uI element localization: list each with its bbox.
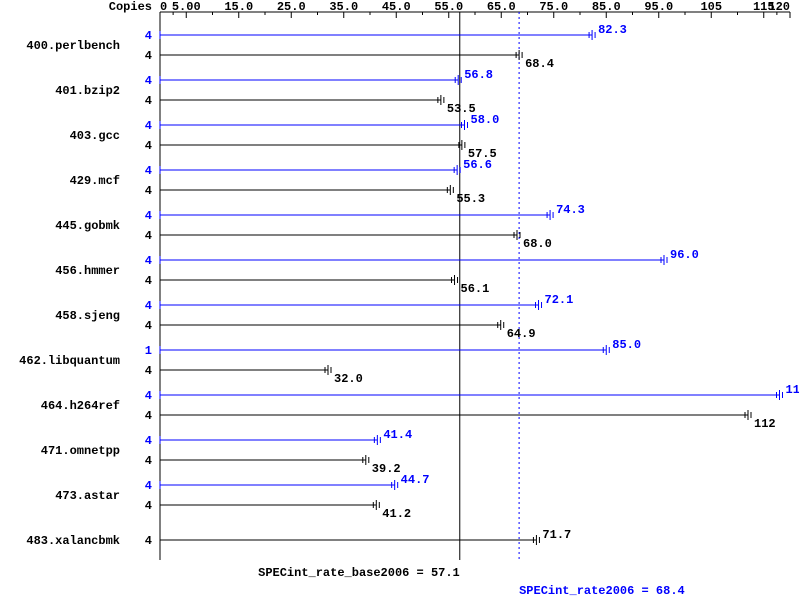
svg-text:82.3: 82.3: [598, 23, 627, 37]
svg-text:45.0: 45.0: [382, 0, 411, 14]
svg-text:65.0: 65.0: [487, 0, 516, 14]
svg-text:0: 0: [160, 0, 167, 14]
svg-text:1: 1: [145, 344, 152, 358]
svg-text:4: 4: [145, 254, 152, 268]
svg-text:75.0: 75.0: [539, 0, 568, 14]
svg-text:4: 4: [145, 139, 152, 153]
svg-text:403.gcc: 403.gcc: [70, 129, 120, 143]
svg-text:SPECint_rate2006 = 68.4: SPECint_rate2006 = 68.4: [519, 584, 685, 598]
svg-text:4: 4: [145, 479, 152, 493]
svg-text:120: 120: [768, 0, 790, 14]
svg-text:4: 4: [145, 74, 152, 88]
svg-text:4: 4: [145, 94, 152, 108]
svg-text:4: 4: [145, 209, 152, 223]
svg-text:41.2: 41.2: [382, 507, 411, 521]
svg-text:401.bzip2: 401.bzip2: [55, 84, 120, 98]
svg-text:15.0: 15.0: [224, 0, 253, 14]
svg-text:4: 4: [145, 389, 152, 403]
svg-text:4: 4: [145, 534, 152, 548]
svg-text:462.libquantum: 462.libquantum: [19, 354, 120, 368]
svg-text:72.1: 72.1: [545, 293, 574, 307]
svg-text:56.1: 56.1: [461, 282, 490, 296]
svg-text:74.3: 74.3: [556, 203, 585, 217]
svg-text:5.00: 5.00: [172, 0, 201, 14]
svg-text:4: 4: [145, 164, 152, 178]
svg-text:SPECint_rate_base2006 = 57.1: SPECint_rate_base2006 = 57.1: [258, 566, 460, 580]
svg-text:4: 4: [145, 299, 152, 313]
svg-text:39.2: 39.2: [372, 462, 401, 476]
svg-text:58.0: 58.0: [471, 113, 500, 127]
svg-text:64.9: 64.9: [507, 327, 536, 341]
svg-text:4: 4: [145, 274, 152, 288]
svg-text:85.0: 85.0: [612, 338, 641, 352]
svg-text:68.0: 68.0: [523, 237, 552, 251]
svg-text:4: 4: [145, 229, 152, 243]
svg-text:85.0: 85.0: [592, 0, 621, 14]
svg-text:4: 4: [145, 184, 152, 198]
svg-text:118: 118: [786, 383, 799, 397]
svg-text:71.7: 71.7: [542, 528, 571, 542]
svg-text:4: 4: [145, 49, 152, 63]
svg-text:471.omnetpp: 471.omnetpp: [41, 444, 120, 458]
svg-text:35.0: 35.0: [329, 0, 358, 14]
svg-text:95.0: 95.0: [644, 0, 673, 14]
svg-text:96.0: 96.0: [670, 248, 699, 262]
svg-text:400.perlbench: 400.perlbench: [26, 39, 120, 53]
svg-text:4: 4: [145, 499, 152, 513]
svg-text:4: 4: [145, 364, 152, 378]
svg-text:4: 4: [145, 119, 152, 133]
spec-bar-chart: 0 5.00 15.0 25.0 35.0 45.0 55.0 65.0 75.0 85.0 95.…: [0, 0, 799, 606]
svg-text:112: 112: [754, 417, 776, 431]
svg-text:458.sjeng: 458.sjeng: [55, 309, 120, 323]
svg-text:4: 4: [145, 434, 152, 448]
svg-text:55.0: 55.0: [434, 0, 463, 14]
svg-text:56.8: 56.8: [464, 68, 493, 82]
svg-text:105: 105: [700, 0, 722, 14]
svg-text:4: 4: [145, 29, 152, 43]
svg-text:456.hmmer: 456.hmmer: [55, 264, 120, 278]
svg-text:55.3: 55.3: [456, 192, 485, 206]
svg-text:4: 4: [145, 454, 152, 468]
svg-text:Copies: Copies: [109, 0, 152, 14]
svg-text:25.0: 25.0: [277, 0, 306, 14]
svg-text:4: 4: [145, 319, 152, 333]
svg-text:68.4: 68.4: [525, 57, 554, 71]
svg-text:4: 4: [145, 409, 152, 423]
svg-text:32.0: 32.0: [334, 372, 363, 386]
svg-text:429.mcf: 429.mcf: [70, 174, 120, 188]
svg-text:44.7: 44.7: [401, 473, 430, 487]
svg-text:473.astar: 473.astar: [55, 489, 120, 503]
svg-text:445.gobmk: 445.gobmk: [55, 219, 120, 233]
svg-text:41.4: 41.4: [383, 428, 412, 442]
svg-text:56.6: 56.6: [463, 158, 492, 172]
svg-text:464.h264ref: 464.h264ref: [41, 399, 120, 413]
svg-text:483.xalancbmk: 483.xalancbmk: [26, 534, 120, 548]
chart-container: 0 5.00 15.0 25.0 35.0 45.0 55.0 65.0 75.0 85.0 95.…: [0, 0, 799, 606]
